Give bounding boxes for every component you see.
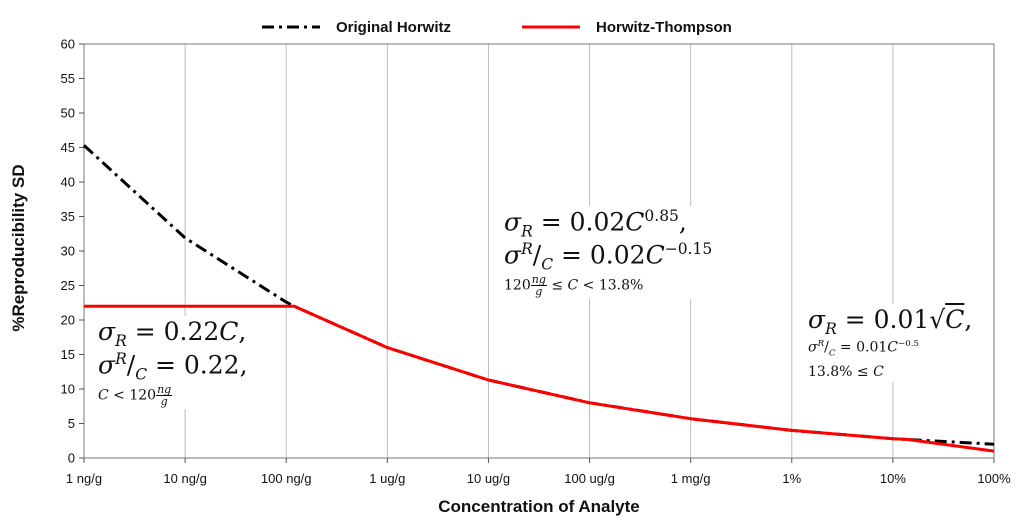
- y-tick-label: 20: [61, 313, 75, 328]
- y-tick-label: 15: [61, 347, 75, 362]
- legend-label-original-horwitz: Original Horwitz: [336, 19, 451, 36]
- equation-right: σR = 0.01√C, σR/C = 0.01C−0.5 13.8% ≤ C: [802, 304, 979, 383]
- x-axis-title: Concentration of Analyte: [438, 497, 640, 516]
- y-tick-label: 50: [61, 106, 75, 121]
- y-tick-label: 35: [61, 209, 75, 224]
- series-lines: [82, 144, 995, 453]
- x-tick-label: 100 ug/g: [564, 471, 615, 486]
- series-line-horwitz-thompson: [84, 304, 995, 453]
- equation-middle-line-2: σR/C = 0.02C−0.15: [504, 240, 713, 274]
- x-tick-label: 10 ug/g: [467, 471, 510, 486]
- y-tick-label: 45: [61, 140, 75, 155]
- y-tick-label: 55: [61, 71, 75, 86]
- equation-middle-line-1: σR = 0.02C0.85,: [504, 207, 687, 241]
- x-tick-label: 10%: [880, 471, 906, 486]
- equation-right-line-3: 13.8% ≤ C: [808, 364, 884, 381]
- x-tick-label: 1%: [782, 471, 801, 486]
- x-tick-label: 10 ng/g: [163, 471, 206, 486]
- y-tick-label: 25: [61, 278, 75, 293]
- y-tick-label: 10: [61, 382, 75, 397]
- equation-middle: σR = 0.02C0.85, σR/C = 0.02C−0.15 120 ng g…: [498, 206, 719, 300]
- x-tick-label: 1 ng/g: [66, 471, 102, 486]
- y-tick-label: 40: [61, 175, 75, 190]
- equation-right-line-2: σR/C = 0.01C−0.5: [808, 338, 920, 359]
- legend: Original Horwitz Horwitz-Thompson: [262, 19, 732, 36]
- x-axis: 1 ng/g 10 ng/g 100 ng/g 1 ug/g 10 ug/g 100 ug…: [66, 458, 1011, 486]
- equation-left-line-3: C < 120 ng g: [98, 382, 173, 408]
- x-tick-label: 1 mg/g: [671, 471, 711, 486]
- y-axis-title: %Reproducibility SD: [9, 164, 28, 331]
- legend-label-horwitz-thompson: Horwitz-Thompson: [596, 19, 732, 36]
- y-tick-label: 60: [61, 37, 75, 52]
- equation-middle-line-3: 120 ng g ≤ C < 13.8%: [504, 273, 644, 299]
- equation-left-line-1: σR = 0.22C,: [98, 317, 247, 350]
- y-axis: 0 5 10 15 20 25 30 35 40 45 50 55 60: [61, 37, 84, 466]
- y-tick-label: 30: [61, 244, 75, 259]
- equation-left-line-2: σR/C = 0.22,: [98, 349, 248, 384]
- x-tick-label: 100%: [977, 471, 1011, 486]
- y-tick-label: 0: [68, 451, 75, 466]
- x-tick-label: 1 ug/g: [369, 471, 405, 486]
- equation-left: σR = 0.22C, σR/C = 0.22, C < 120 ng g: [92, 316, 254, 409]
- y-tick-label: 5: [68, 416, 75, 431]
- x-tick-label: 100 ng/g: [261, 471, 312, 486]
- equation-right-line-1: σR = 0.01√C,: [808, 305, 973, 338]
